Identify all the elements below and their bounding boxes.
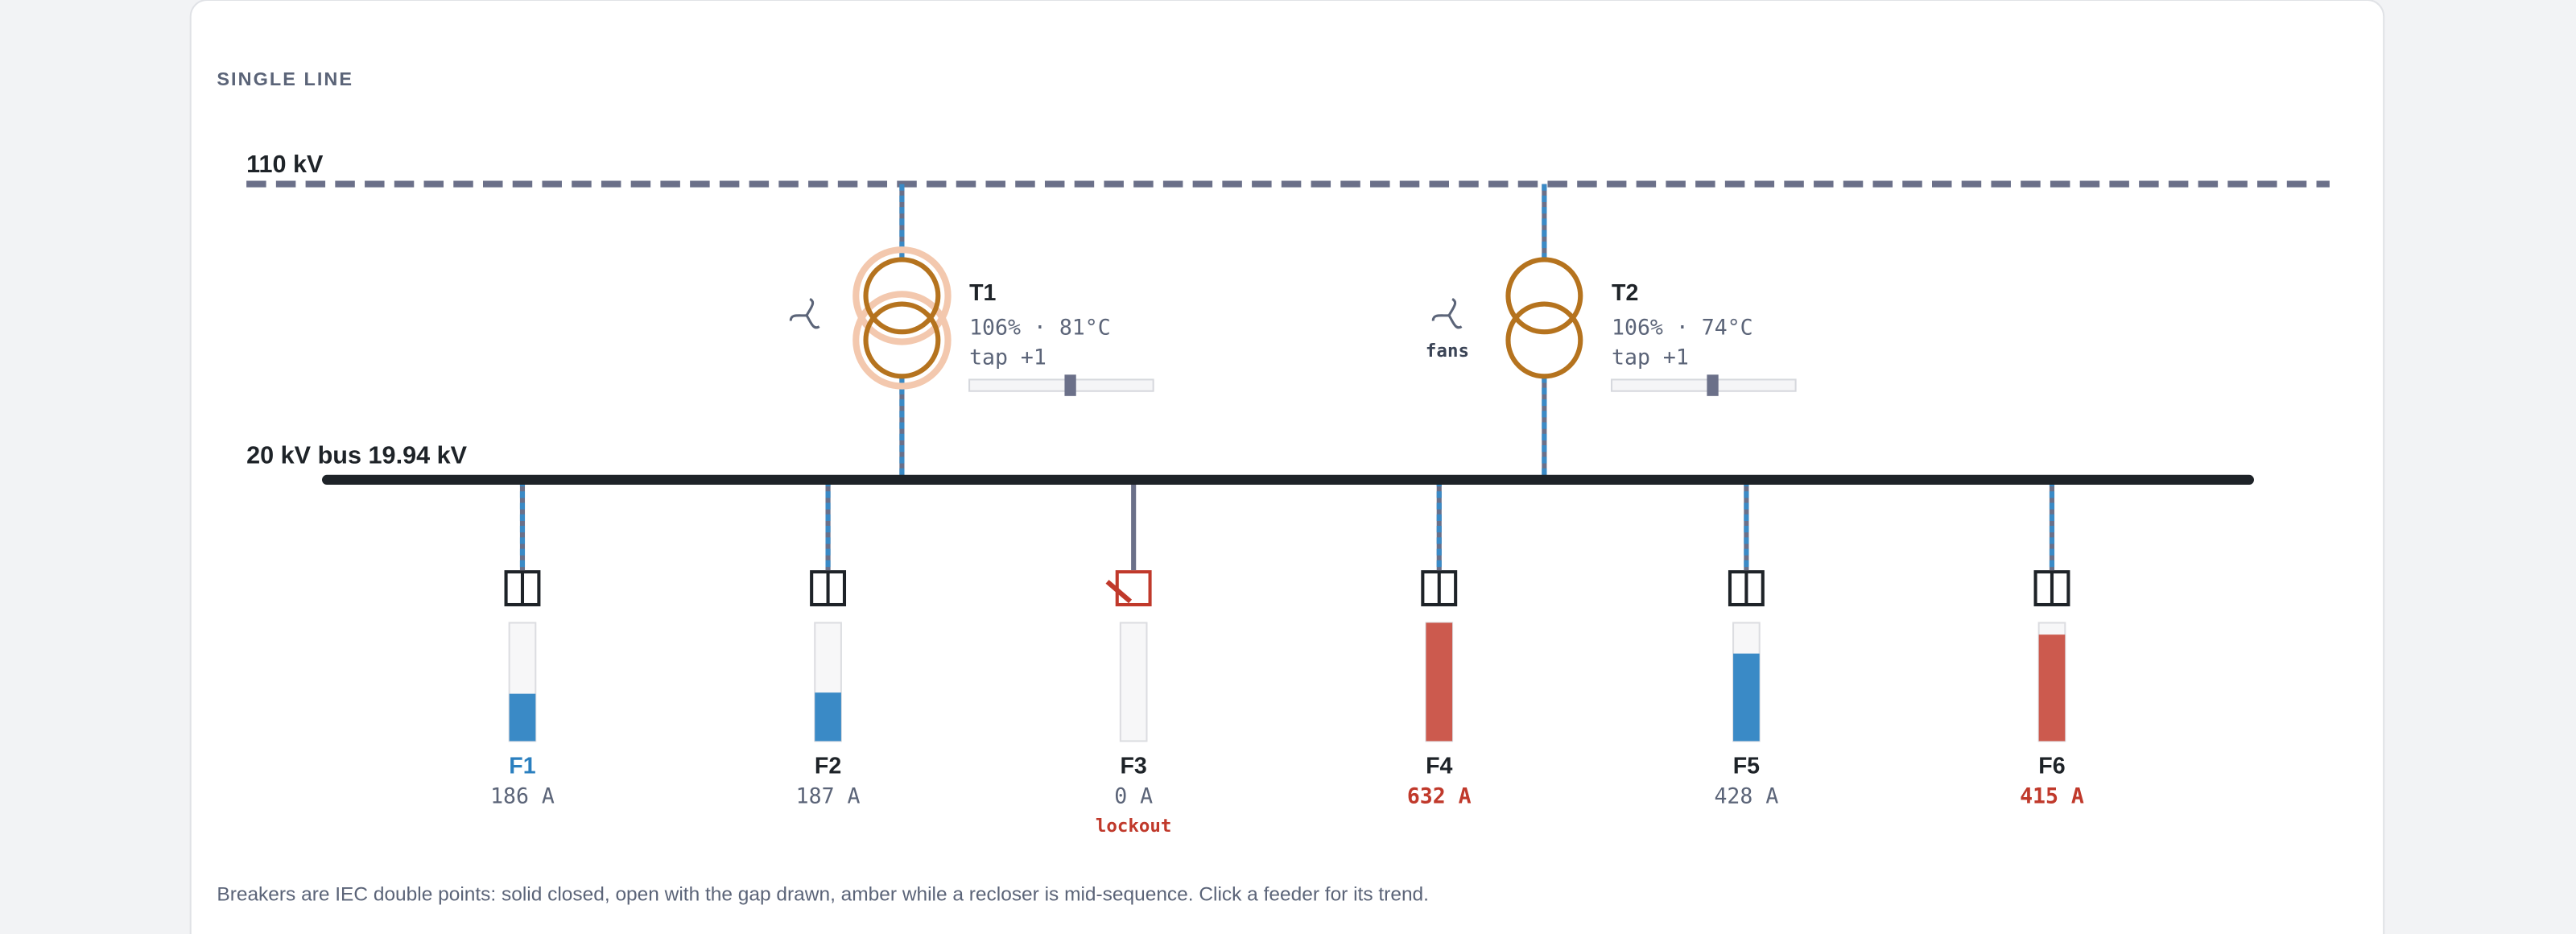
fan-blade xyxy=(805,298,815,316)
load-bar xyxy=(509,693,536,742)
winding xyxy=(1505,301,1583,379)
winding xyxy=(863,257,941,335)
fan-blade xyxy=(1447,314,1463,329)
feeder[interactable]: F4 632 A xyxy=(1407,570,1472,808)
feeder[interactable]: F2 187 A xyxy=(796,570,861,808)
winding xyxy=(863,301,941,379)
feeder-name: F1 xyxy=(509,754,535,779)
footer-note: Breakers are IEC double points: solid cl… xyxy=(217,884,1429,906)
feeder[interactable]: F5 428 A xyxy=(1714,570,1778,808)
feeder-current: 415 A xyxy=(2020,783,2084,808)
tap-slider xyxy=(968,378,1154,392)
transformer-load: 106% · 74°C xyxy=(1612,316,1753,341)
feeder-current: 0 A xyxy=(1114,783,1153,808)
feeder[interactable]: F3 0 A lockout xyxy=(1096,570,1172,837)
fan-blade xyxy=(789,314,807,321)
feeder-current: 428 A xyxy=(1714,783,1778,808)
fan-icon xyxy=(789,298,820,329)
panel-title: SINGLE LINE xyxy=(217,68,353,89)
feeder-current: 186 A xyxy=(490,783,555,808)
feeder-status: lockout xyxy=(1096,816,1172,837)
load-bar xyxy=(2038,634,2066,742)
transformer-load: 106% · 81°C xyxy=(969,316,1111,341)
mv-bus-label: 20 kV bus 19.94 kV xyxy=(246,441,468,469)
transformer-name: T2 xyxy=(1612,280,1638,306)
diagram: T1 106% · 81°C tap +1 fans T2 106% · 74°C tap … xyxy=(490,184,2084,837)
transformer-name: T1 xyxy=(969,280,996,306)
feeder-name: F5 xyxy=(1733,754,1760,779)
feeder-name: F6 xyxy=(2038,754,2065,779)
winding xyxy=(1505,257,1583,335)
feeder-name: F2 xyxy=(815,754,841,779)
transformer-tap: tap +1 xyxy=(969,345,1046,370)
hv-bus-label: 110 kV xyxy=(246,151,324,178)
load-bar xyxy=(815,692,841,742)
load-track xyxy=(1119,622,1148,742)
fan-blade xyxy=(1431,314,1450,321)
tap-slider xyxy=(1611,378,1797,392)
halo xyxy=(852,246,952,345)
fan-label: fans xyxy=(1426,341,1469,362)
load-bar xyxy=(1426,622,1453,742)
halo xyxy=(852,291,952,390)
load-bar xyxy=(1733,653,1760,742)
feeder-current: 187 A xyxy=(796,783,861,808)
breaker-trip xyxy=(1105,580,1133,604)
feeder[interactable]: F6 415 A xyxy=(2020,570,2084,808)
transformer-tap: tap +1 xyxy=(1612,345,1689,370)
fan-blade xyxy=(1447,298,1456,316)
feeder-name: F4 xyxy=(1426,754,1452,779)
feeder-name: F3 xyxy=(1120,754,1146,779)
fan-icon xyxy=(1431,298,1463,329)
card xyxy=(189,0,2385,934)
breaker xyxy=(1115,570,1152,607)
feeder[interactable]: F1 186 A xyxy=(490,570,555,808)
tap-thumb xyxy=(1064,374,1076,396)
tap-thumb xyxy=(1707,374,1719,396)
feeder-current: 632 A xyxy=(1407,783,1472,808)
fan-blade xyxy=(805,314,820,329)
